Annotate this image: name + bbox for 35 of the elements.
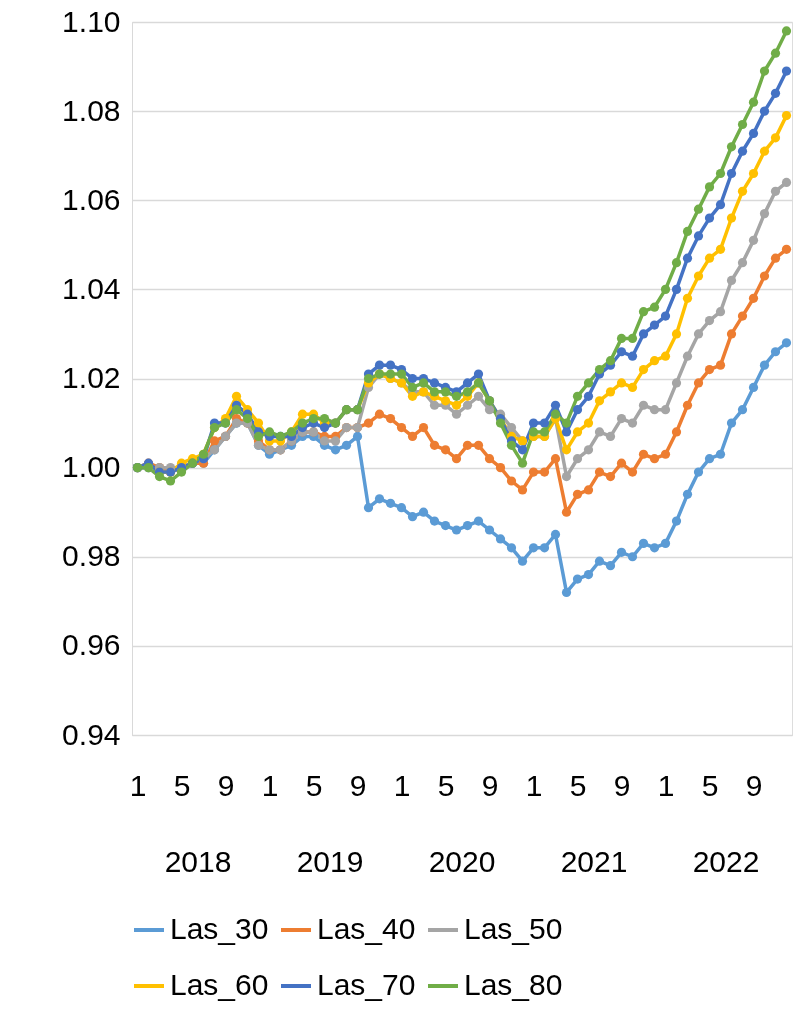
x-tick-label: 9 — [481, 768, 499, 802]
y-tick-label: 0.94 — [62, 717, 121, 751]
text: 2021 — [560, 845, 628, 878]
y-tick-label: 0.96 — [62, 628, 121, 662]
x-tick-label: 9 — [613, 768, 631, 802]
y-tick-label: 1.10 — [62, 4, 121, 38]
y-tick-label: 1.06 — [62, 182, 121, 216]
y-tick-label: 0.98 — [62, 539, 121, 573]
x-tick-label: 1 — [393, 768, 411, 802]
x-tick-label: 5 — [305, 768, 323, 802]
x-tick-label: 1 — [261, 768, 279, 802]
y-tick-label: 1.08 — [62, 93, 121, 127]
x-tick-label: 5 — [173, 768, 191, 802]
x-tick-label: 5 — [701, 768, 719, 802]
x-tick-label: 5 — [569, 768, 587, 802]
legend-label: Las_30 — [170, 912, 269, 945]
x-tick-label: 1 — [525, 768, 543, 802]
text: 2022 — [692, 845, 760, 878]
y-tick-label: 1.02 — [62, 361, 121, 394]
legend-label: Las_40 — [317, 912, 416, 945]
x-tick-label: 5 — [437, 768, 455, 802]
text: 2019 — [296, 845, 364, 878]
x-tick-label: 9 — [217, 768, 235, 802]
y-tick-label: 1.00 — [62, 450, 121, 484]
legend-label: Las_70 — [317, 968, 416, 1001]
y-tick-label: 1.04 — [62, 271, 121, 305]
x-tick-label: 9 — [349, 768, 367, 802]
legend-label: Las_60 — [170, 968, 269, 1001]
x-tick-label: 1 — [129, 768, 147, 802]
text: 2020 — [428, 845, 496, 878]
legend-label: Las_50 — [464, 912, 563, 945]
x-tick-label: 9 — [745, 768, 763, 802]
legend-label: Las_80 — [464, 968, 563, 1001]
x-tick-label: 1 — [657, 768, 675, 802]
text: 2018 — [164, 845, 232, 878]
